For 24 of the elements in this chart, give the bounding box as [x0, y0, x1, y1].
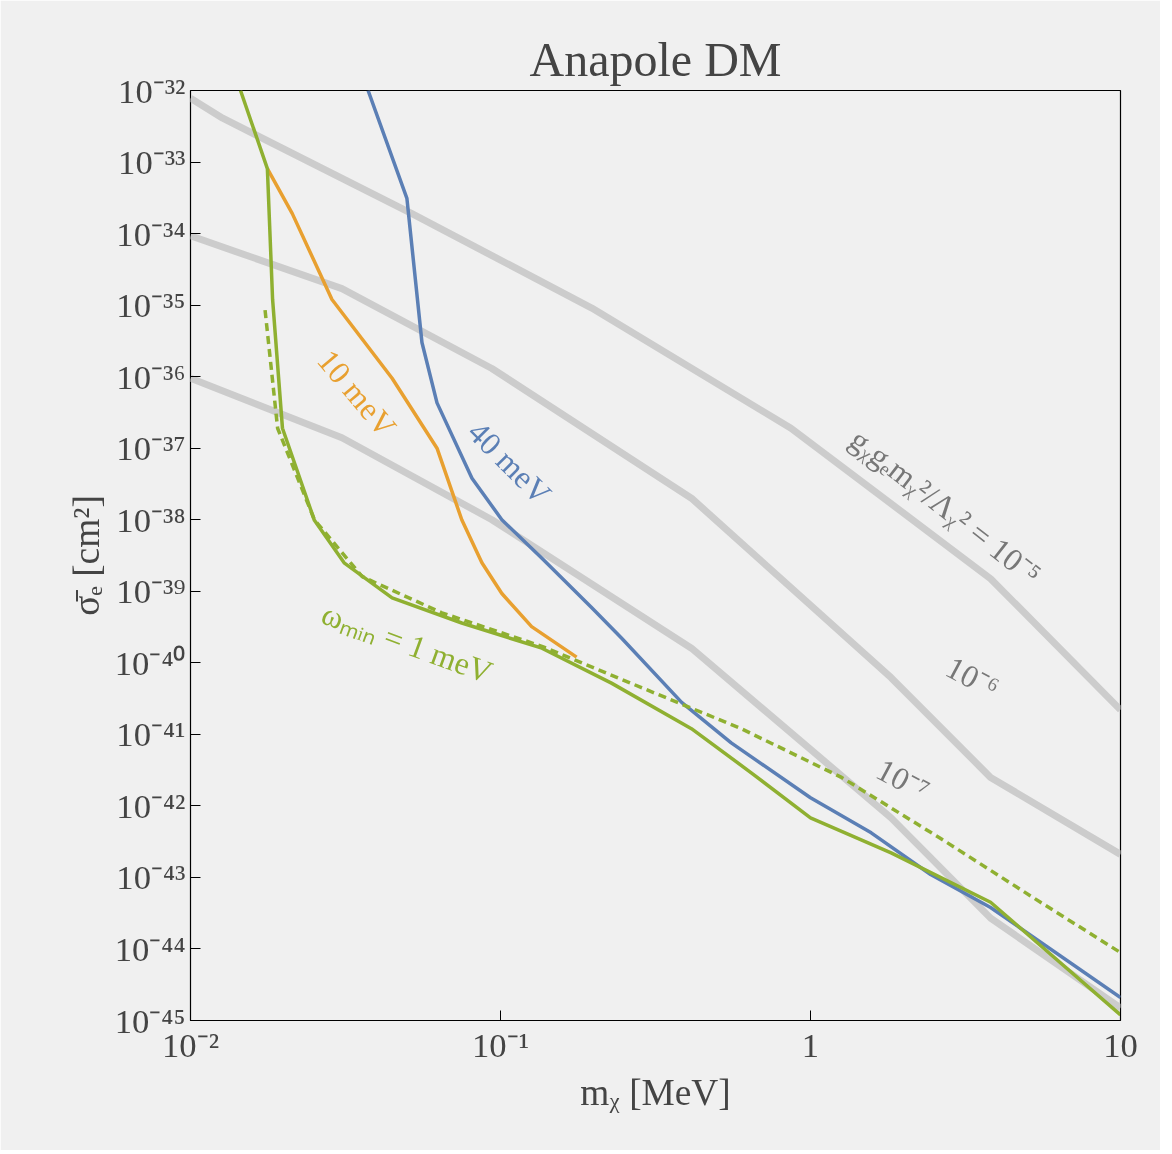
chart-title: Anapole DM: [529, 32, 782, 86]
x-tick-label: 10: [1103, 1025, 1138, 1064]
y-axis-title: σ̄ₑ [cm²]: [65, 495, 107, 616]
x-tick-label: 1: [801, 1025, 820, 1064]
y-tick-label: 10⁻³³: [118, 143, 186, 182]
y-tick-label: 10⁻⁴³: [116, 858, 186, 897]
y-tick-label: 10⁻³⁸: [116, 500, 186, 539]
x-axis-title: mᵪ [MeV]: [580, 1071, 731, 1113]
y-tick-label: 10⁻³⁵: [116, 286, 186, 325]
y-tick-label: 10⁻³²: [118, 71, 186, 110]
y-tick-label: 10⁻⁴⁴: [114, 929, 186, 968]
x-tick-label: 10⁻¹: [471, 1025, 530, 1064]
text: ωₘᵢₙ = 1 meV: [317, 595, 498, 691]
text: 40 meV: [460, 413, 559, 512]
y-tick-label: 10⁻³⁷: [116, 429, 186, 468]
text: 10 meV: [310, 342, 404, 444]
y-tick-label: 10⁻⁴¹: [116, 715, 186, 754]
y-tick-label: 10⁻³⁶: [116, 357, 186, 396]
text: 10⁻⁶: [940, 648, 1005, 707]
y-tick-label: 10⁻⁴²: [116, 786, 186, 825]
y-tick-label: 10⁻³⁴: [116, 214, 186, 253]
y-tick-label: 10⁻³⁹: [116, 572, 186, 611]
y-tick-label: 10⁻⁴⁰: [114, 643, 186, 682]
text: 10⁻⁷: [870, 751, 936, 809]
